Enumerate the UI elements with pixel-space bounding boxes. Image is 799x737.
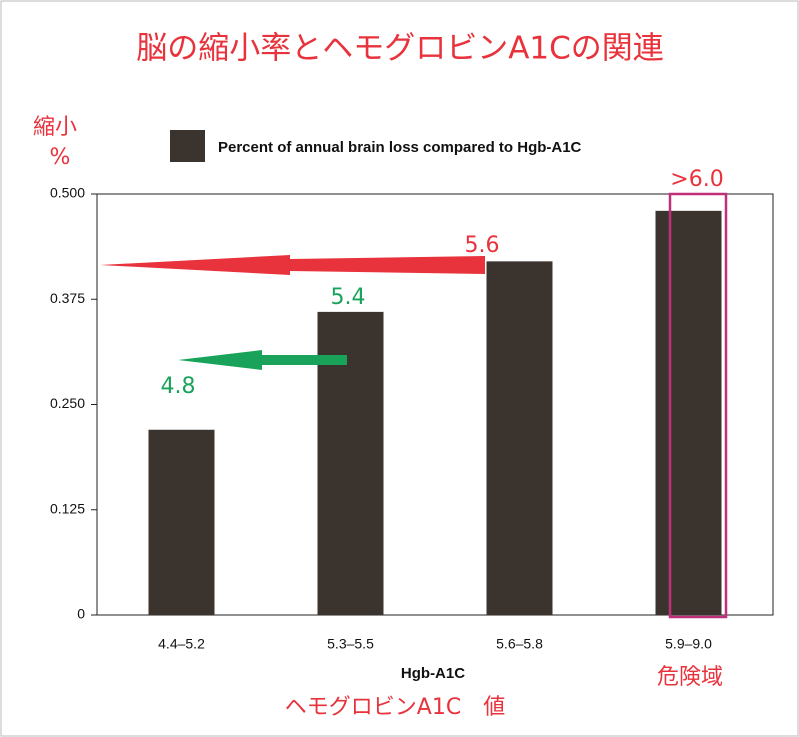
legend-swatch [170,130,205,162]
bar [655,210,722,615]
green-arrow [178,350,347,370]
red-arrow [100,255,485,275]
x-tick-label: 5.3–5.5 [327,636,374,652]
legend-label: Percent of annual brain loss compared to… [218,139,582,156]
plot: 0 0.125 0.250 0.375 0.500 4.4–5.2 5.3–5.5 5.6–5… [50,185,722,652]
danger-box [668,192,728,619]
y-tick-label: 0.125 [50,500,85,516]
x-label-jp: ヘモグロビンA1C 値 [285,695,505,720]
bar [486,261,553,615]
y-label: 縮小 [33,115,77,140]
y-tick-label: 0.250 [50,395,85,411]
x-tick-label: 4.4–5.2 [158,636,205,652]
y-label: % [50,145,71,170]
y-tick-label: 0 [77,606,85,622]
bar [148,429,215,615]
danger-label: 危険域 [657,665,723,690]
y-tick-label: 0.375 [50,290,85,306]
x-label: Hgb-A1C [401,665,465,682]
annotation: 4.8 [161,374,196,399]
x-tick-label: 5.6–5.8 [496,636,543,652]
annotation: >6.0 [670,167,723,192]
annotation: 5.4 [331,285,366,310]
annotation: 5.6 [465,233,500,258]
x-tick-label: 5.9–9.0 [665,636,712,652]
y-tick-label: 0.500 [50,185,85,201]
chart-title: 脳の縮小率とヘモグロビンA1Cの関連 [136,31,664,67]
